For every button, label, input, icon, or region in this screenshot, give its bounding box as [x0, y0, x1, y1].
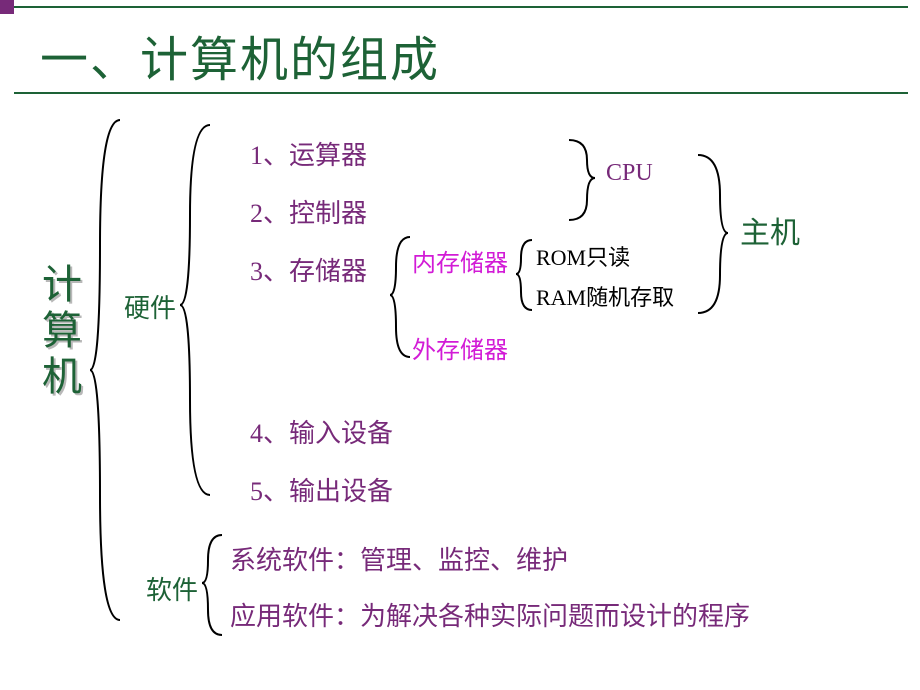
- host-label: 主机: [740, 208, 800, 252]
- storage-internal: 内存储器: [412, 243, 508, 278]
- hw-item-4: 4、输入设备: [250, 413, 393, 450]
- brace-host: [694, 150, 734, 320]
- corner-accent: [0, 0, 14, 14]
- hw-item-3: 3、存储器: [250, 251, 367, 288]
- brace-hardware: [180, 120, 220, 500]
- storage-external: 外存储器: [412, 330, 508, 365]
- cpu-label: CPU: [606, 160, 653, 187]
- hw-item-1: 1、运算器: [250, 135, 367, 172]
- sw-system: 系统软件：管理、监控、维护: [230, 540, 568, 577]
- root-label: 计算机: [42, 262, 82, 400]
- sw-app: 应用软件：为解决各种实际问题而设计的程序: [230, 596, 750, 633]
- brace-root: [90, 115, 130, 625]
- ram-label: RAM随机存取: [536, 280, 674, 312]
- brace-internal: [516, 236, 538, 316]
- brace-cpu: [565, 135, 599, 225]
- hw-item-2: 2、控制器: [250, 193, 367, 230]
- page-title: 一、计算机的组成: [40, 20, 440, 90]
- hardware-label: 硬件: [124, 288, 176, 325]
- top-rule: [14, 6, 908, 8]
- rom-label: ROM只读: [536, 240, 630, 272]
- hw-item-5: 5、输出设备: [250, 471, 393, 508]
- title-underline: [14, 92, 908, 94]
- brace-software: [202, 530, 230, 640]
- software-label: 软件: [146, 570, 198, 607]
